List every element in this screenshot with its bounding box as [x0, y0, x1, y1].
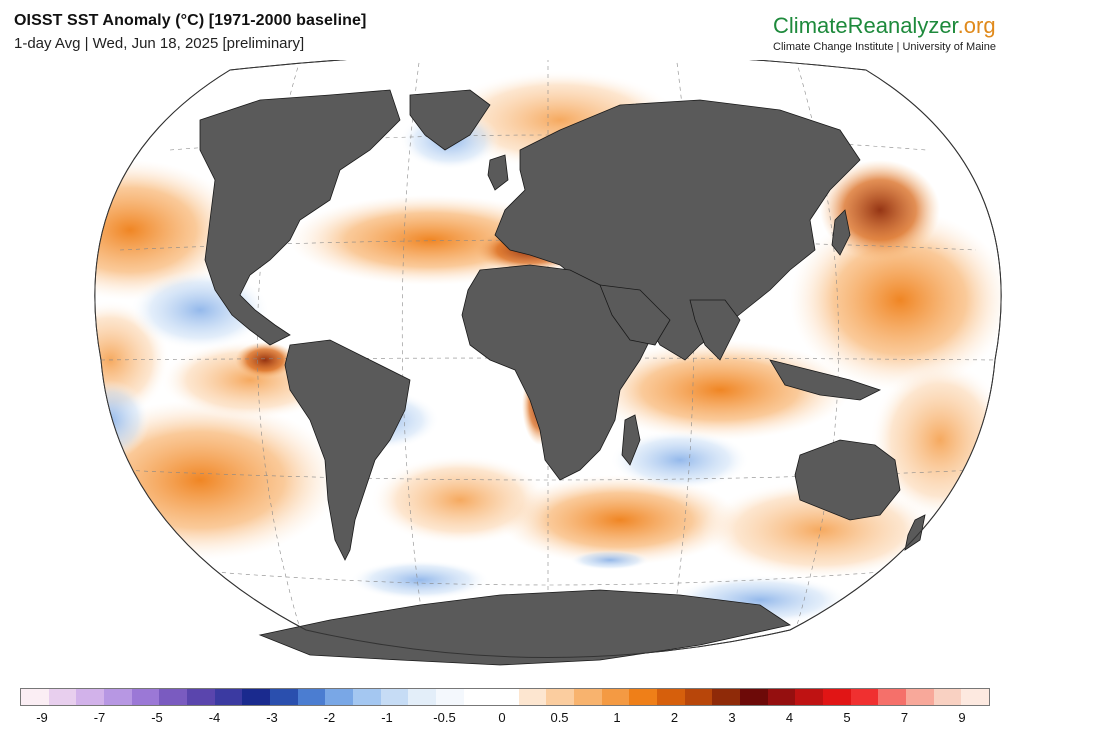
australia [794, 439, 901, 521]
legend-swatch [574, 689, 602, 705]
brand-name: ClimateReanalyzer.org [773, 14, 996, 38]
legend-swatch [186, 689, 215, 705]
legend-swatch [408, 689, 436, 705]
legend-swatch [906, 689, 934, 705]
madagascar [621, 414, 641, 466]
legend-tick-label: -3 [266, 710, 278, 725]
legend-tick-label: -0.5 [433, 710, 456, 725]
legend-tick-label: -2 [323, 710, 336, 725]
legend-swatch [795, 689, 824, 705]
legend-swatch [657, 689, 685, 705]
legend-ticks: -9 -7 -5 -4 -3 -2 -1 -0.5 0 0.5 1 2 3 4 5 7 9 [20, 708, 990, 728]
legend-swatch [961, 689, 989, 705]
legend-swatch [48, 689, 77, 705]
legend-swatch [463, 689, 492, 705]
british-isles [487, 154, 509, 191]
legend-swatch [297, 689, 326, 705]
legend-tick-label: 4 [785, 710, 794, 725]
greenland [409, 89, 491, 151]
legend-swatch [131, 689, 160, 705]
new-zealand [904, 514, 926, 551]
legend-swatch [214, 689, 243, 705]
legend-swatch [933, 689, 962, 705]
legend-swatch [269, 689, 298, 705]
map-title: OISST SST Anomaly (°C) [1971-2000 baseli… [14, 12, 367, 29]
legend-tick-label: -7 [93, 710, 106, 725]
legend-tick-label: 9 [958, 710, 966, 725]
legend-tick-label: 5 [843, 710, 851, 725]
japan [831, 209, 851, 256]
color-legend [20, 688, 990, 706]
brand-logo[interactable]: ClimateReanalyzer.org Climate Change Ins… [773, 14, 996, 54]
indonesia [769, 359, 882, 401]
india [689, 299, 741, 361]
brand-name-tld: .org [957, 13, 996, 38]
legend-swatch [435, 689, 464, 705]
legend-tick-label: -1 [381, 710, 393, 725]
legend-tick-label: 3 [728, 710, 736, 725]
title-block: OISST SST Anomaly (°C) [1971-2000 baseli… [14, 12, 366, 52]
legend-tick-label: -5 [151, 710, 163, 725]
legend-swatch [712, 689, 741, 705]
legend-swatch [491, 689, 519, 705]
legend-swatch [159, 689, 187, 705]
legend-tick-label: 0.5 [550, 710, 569, 725]
map-subtitle: 1-day Avg | Wed, Jun 18, 2025 [prelimina… [14, 35, 305, 52]
legend-tick-label: -9 [36, 710, 48, 725]
brand-name-main: ClimateReanalyzer [773, 13, 958, 38]
legend-tick-label: 1 [613, 710, 621, 725]
map-svg [94, 60, 1002, 666]
legend-swatch [740, 689, 768, 705]
legend-swatch [767, 689, 796, 705]
legend-tick-label: 7 [900, 710, 909, 725]
legend-swatch [850, 689, 879, 705]
legend-tick-label: 0 [498, 710, 506, 725]
legend-swatch [878, 689, 906, 705]
legend-swatch [601, 689, 630, 705]
sst-anomaly-map [0, 60, 1096, 680]
legend-swatch [21, 689, 49, 705]
legend-swatch [103, 689, 132, 705]
legend-swatch [325, 689, 353, 705]
legend-swatch [684, 689, 713, 705]
legend-swatch [76, 689, 104, 705]
legend-swatch [823, 689, 851, 705]
legend-tick-label: -4 [208, 710, 221, 725]
arabia [599, 284, 671, 346]
legend-swatch [380, 689, 409, 705]
south-america [284, 339, 411, 561]
north-america [199, 89, 401, 346]
legend-swatch [518, 689, 547, 705]
legend-swatch [546, 689, 575, 705]
globe-outline [94, 60, 1002, 658]
legend-swatch [352, 689, 381, 705]
brand-affiliation: Climate Change Institute | University of… [773, 41, 996, 53]
legend-swatch [242, 689, 270, 705]
legend-swatch [629, 689, 658, 705]
legend-tick-label: 2 [670, 710, 679, 725]
